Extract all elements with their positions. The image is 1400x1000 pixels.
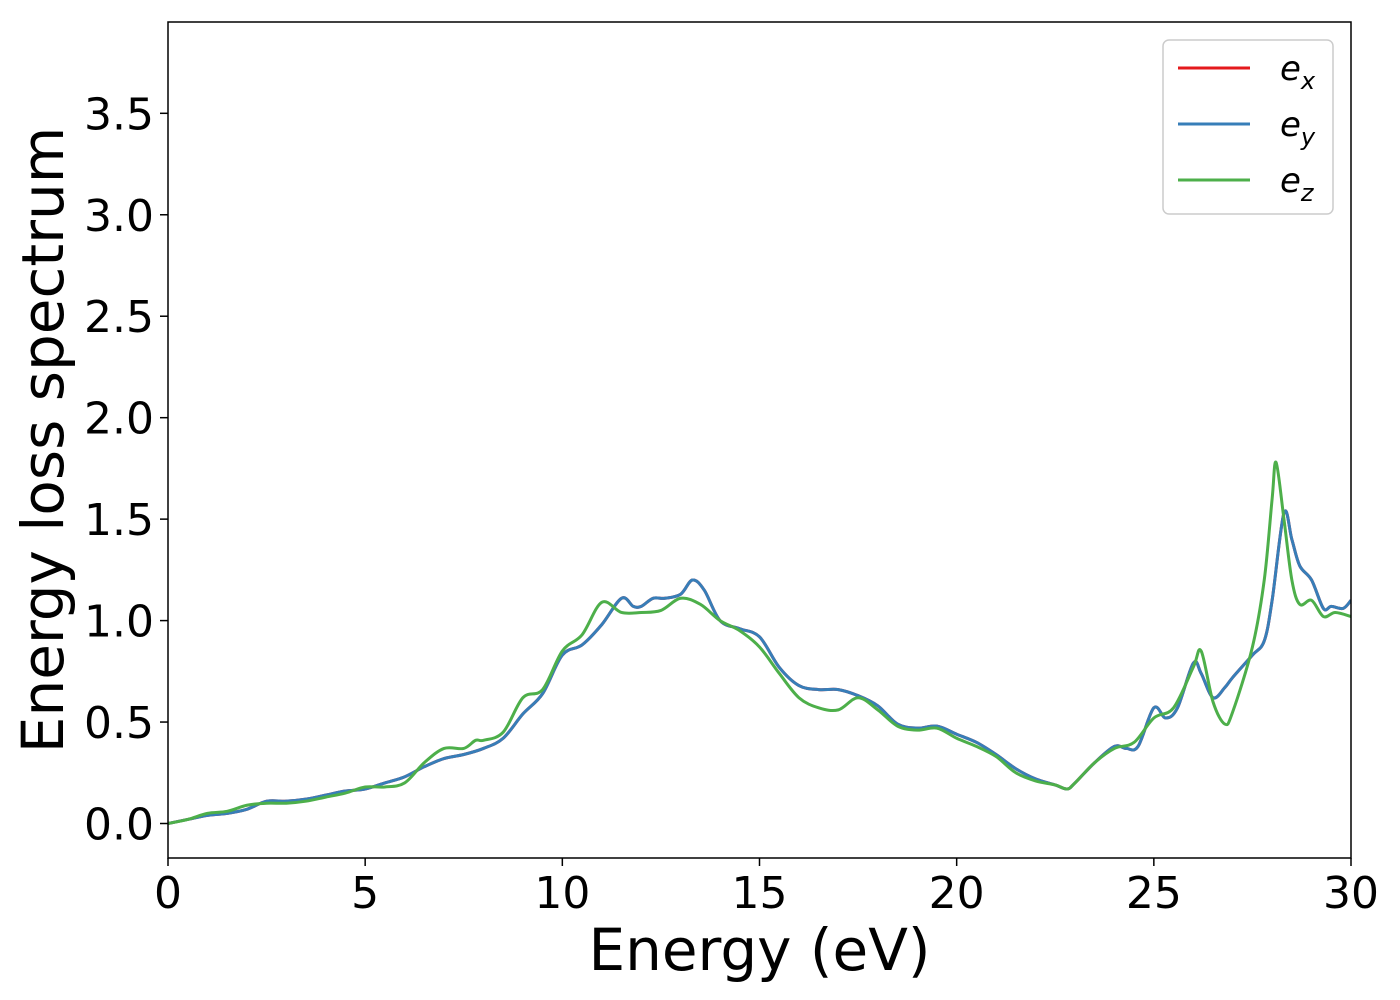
legend-label-subscript: x [1300, 67, 1316, 95]
plot-lines [168, 460, 1351, 825]
y-tick-label: 1.0 [84, 597, 154, 648]
x-tick-label: 25 [1126, 868, 1182, 919]
legend-label-subscript: z [1300, 179, 1315, 207]
y-tick-label: 1.5 [84, 495, 154, 546]
legend-label-subscript: y [1300, 123, 1316, 151]
legend-label-base: e [1280, 161, 1301, 201]
legend-label-ex: ex [1280, 49, 1316, 95]
y-tick-label: 0.0 [84, 800, 154, 851]
x-tick-label: 5 [351, 868, 379, 919]
legend-label-base: e [1280, 49, 1301, 89]
y-tick-label: 2.5 [84, 292, 154, 343]
series-line-ez [168, 460, 1351, 825]
y-axis-title: Energy loss spectrum [9, 127, 77, 753]
x-tick-label: 15 [732, 868, 788, 919]
legend-label-ey: ey [1280, 105, 1316, 151]
y-tick-label: 3.0 [84, 191, 154, 242]
y-tick-label: 2.0 [84, 394, 154, 445]
x-tick-label: 0 [154, 868, 182, 919]
y-tick-label: 3.5 [84, 89, 154, 140]
legend-label-ez: ez [1280, 161, 1315, 207]
x-axis-ticks: 0 5 10 15 20 25 30 [154, 858, 1379, 919]
series-line-ex [168, 509, 1351, 825]
legend-label-base: e [1280, 105, 1301, 145]
x-tick-label: 30 [1323, 868, 1379, 919]
y-tick-label: 0.5 [84, 698, 154, 749]
legend-frame [1162, 39, 1334, 215]
x-axis-title: Energy (eV) [588, 916, 930, 984]
x-tick-label: 20 [929, 868, 985, 919]
series-line-ey [168, 509, 1351, 825]
y-axis-ticks: 0.0 0.5 1.0 1.5 2.0 2.5 3.0 3.5 [84, 89, 168, 851]
x-tick-label: 10 [534, 868, 590, 919]
